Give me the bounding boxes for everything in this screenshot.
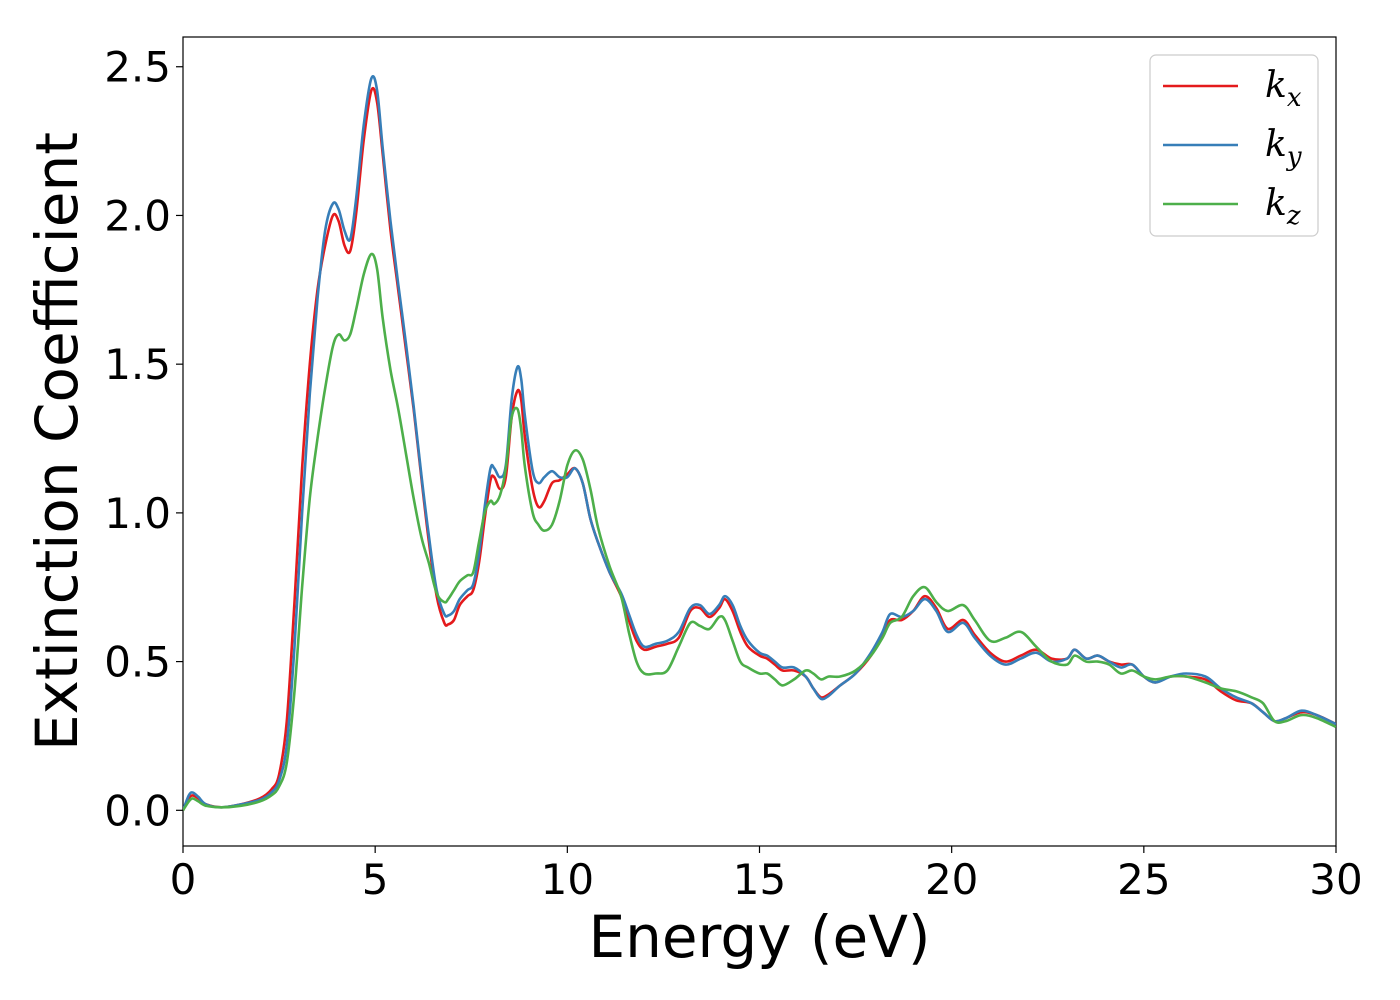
x-tick-label: 15: [733, 855, 786, 904]
y-axis: 0.0 0.5 1.0 1.5 2.0 2.5: [104, 43, 183, 835]
y-tick-label: 2.5: [104, 43, 171, 92]
x-tick-label: 25: [1117, 855, 1170, 904]
y-axis-title: Extinction Coefficient: [23, 132, 91, 751]
y-tick-label: 2.0: [104, 191, 171, 240]
x-tick-label: 0: [170, 855, 197, 904]
x-tick-label: 10: [541, 855, 594, 904]
y-tick-label: 0.5: [104, 638, 171, 687]
x-tick-label: 20: [925, 855, 978, 904]
y-tick-label: 0.0: [104, 786, 171, 835]
y-tick-label: 1.5: [104, 340, 171, 389]
series-line-kz: [183, 252, 1336, 812]
legend-label-ky: ky: [1265, 124, 1302, 172]
y-tick-label: 1.0: [104, 489, 171, 538]
x-tick-label: 5: [362, 855, 389, 904]
x-tick-label: 30: [1309, 855, 1362, 904]
x-axis: 0 5 10 15 20 25 30: [170, 846, 1363, 904]
x-axis-title: Energy (eV): [588, 903, 930, 971]
legend-label-kx: kx: [1265, 65, 1302, 113]
